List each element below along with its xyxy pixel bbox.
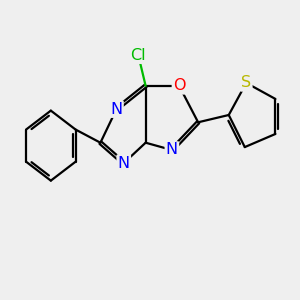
- Text: N: N: [118, 156, 130, 171]
- Text: O: O: [173, 78, 185, 93]
- Text: S: S: [241, 75, 251, 90]
- Text: N: N: [166, 142, 178, 158]
- Text: Cl: Cl: [130, 48, 146, 63]
- Text: N: N: [110, 102, 122, 117]
